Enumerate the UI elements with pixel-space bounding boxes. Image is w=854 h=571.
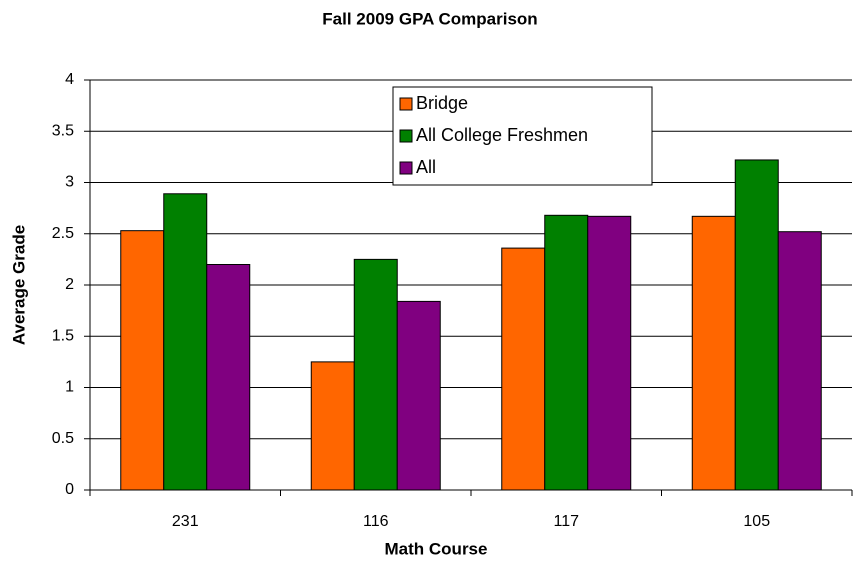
legend-label: All [416, 157, 436, 177]
y-tick-label: 0.5 [52, 430, 74, 447]
y-tick-label: 1 [65, 379, 74, 396]
legend-label: Bridge [416, 93, 468, 113]
bar [691, 215, 736, 491]
y-axis-title: Average Grade [9, 225, 28, 345]
y-tick-label: 0 [65, 481, 74, 498]
bar [777, 231, 822, 491]
y-tick-label: 4 [65, 71, 74, 88]
bar [310, 361, 355, 491]
bar [120, 230, 165, 491]
y-tick-label: 1.5 [52, 327, 74, 344]
bar [163, 193, 208, 491]
bar [206, 264, 251, 491]
bar [396, 300, 441, 491]
x-tick-label: 231 [172, 513, 199, 530]
x-axis-title: Math Course [385, 539, 488, 558]
bar [353, 258, 398, 491]
x-tick-label: 105 [743, 513, 770, 530]
x-tick-label: 117 [553, 513, 579, 530]
y-tick-label: 2.5 [52, 225, 74, 242]
y-tick-label: 2 [65, 276, 74, 293]
bar [587, 215, 632, 491]
bar [501, 247, 546, 491]
y-tick-label: 3 [65, 174, 74, 191]
y-tick-label: 3.5 [52, 122, 74, 139]
legend-swatch [399, 161, 413, 175]
bar [544, 214, 589, 491]
legend-label: All College Freshmen [416, 125, 588, 145]
legend-swatch [399, 129, 413, 143]
legend-box [392, 86, 653, 186]
chart-title: Fall 2009 GPA Comparison [322, 9, 537, 28]
x-tick-label: 116 [363, 513, 389, 530]
bar [734, 159, 779, 491]
legend-swatch [399, 97, 413, 111]
